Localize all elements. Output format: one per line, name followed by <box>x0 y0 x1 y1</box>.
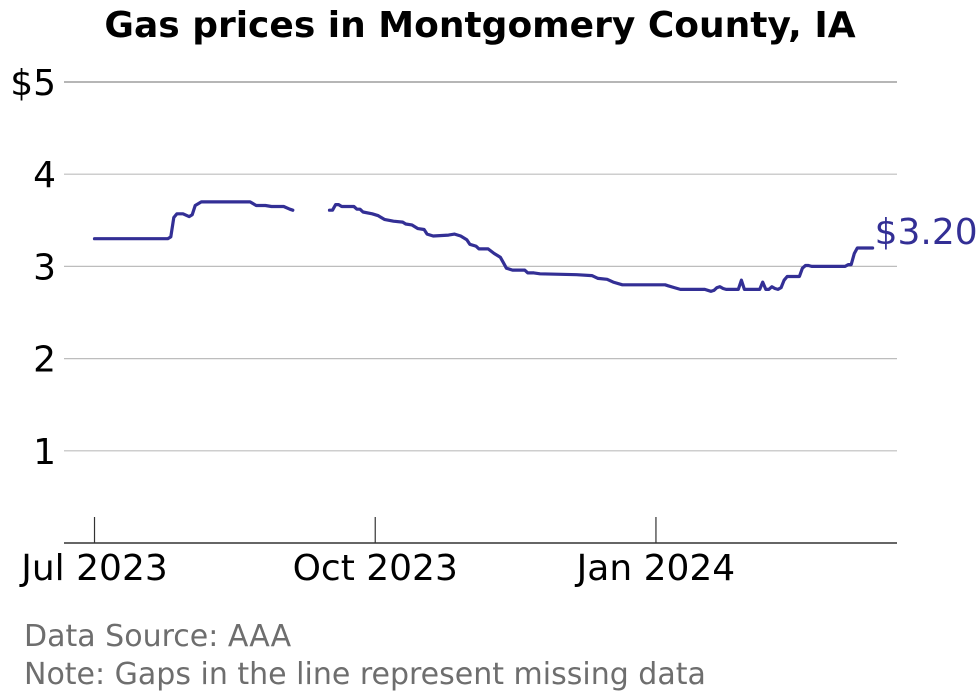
y-tick-label: 4 <box>33 155 56 196</box>
x-tick-label: Oct 2023 <box>293 548 458 589</box>
price-line-segment <box>327 203 875 293</box>
chart-title: Gas prices in Montgomery County, IA <box>104 5 855 46</box>
x-axis-ticks: Jul 2023 Oct 2023 Jan 2024 <box>19 517 735 589</box>
y-tick-label: 3 <box>33 247 56 288</box>
y-tick-label: $5 <box>10 63 56 104</box>
x-tick-label: Jul 2023 <box>19 548 168 589</box>
data-source-note: Data Source: AAA <box>24 619 292 654</box>
last-value-label: $3.20 <box>875 212 978 253</box>
y-axis-ticks: $5 4 3 2 1 <box>10 63 56 473</box>
y-tick-label: 2 <box>33 340 56 381</box>
price-line-segment <box>92 200 295 241</box>
y-tick-label: 1 <box>33 432 56 473</box>
x-tick-label: Jan 2024 <box>575 548 736 589</box>
gridlines <box>64 81 897 452</box>
price-line <box>92 200 875 293</box>
missing-data-note: Note: Gaps in the line represent missing… <box>24 657 706 692</box>
